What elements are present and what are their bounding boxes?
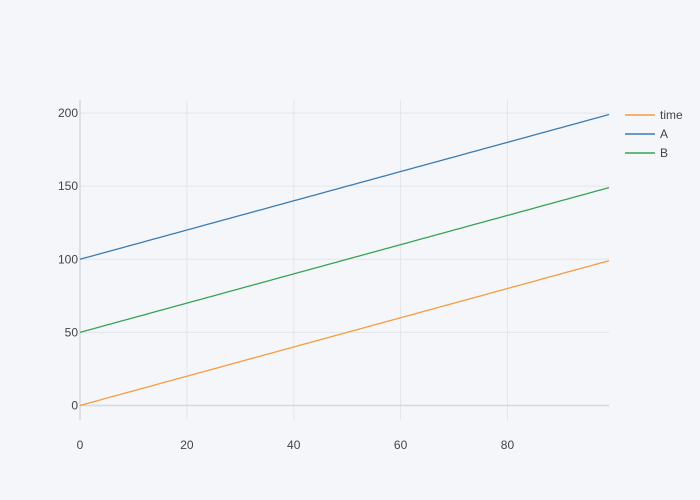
x-tick-label: 40 xyxy=(287,438,301,452)
y-tick-labels: 0 50 100 150 200 xyxy=(58,106,78,412)
series-line-time xyxy=(79,260,610,407)
series-lines xyxy=(79,113,610,407)
y-tick-label: 50 xyxy=(65,325,79,339)
y-tick-label: 100 xyxy=(58,252,78,266)
legend-label: B xyxy=(660,146,668,160)
x-tick-label: 0 xyxy=(77,438,84,452)
x-tick-label: 80 xyxy=(501,438,515,452)
y-gridlines xyxy=(80,112,609,333)
legend-item-time[interactable]: time xyxy=(625,108,683,122)
series-line-a xyxy=(79,113,610,260)
legend-item-b[interactable]: B xyxy=(625,146,668,160)
series-line-b xyxy=(79,187,610,333)
y-tick-label: 0 xyxy=(71,398,78,412)
x-tick-label: 60 xyxy=(394,438,408,452)
x-gridlines xyxy=(186,100,508,420)
x-tick-label: 20 xyxy=(180,438,194,452)
y-tick-label: 200 xyxy=(58,106,78,120)
y-tick-label: 150 xyxy=(58,179,78,193)
legend-item-a[interactable]: A xyxy=(625,127,668,141)
legend-label: A xyxy=(660,127,668,141)
legend[interactable]: time AB xyxy=(625,108,683,160)
x-tick-labels: 0 20 40 60 80 xyxy=(77,438,515,452)
legend-label: time xyxy=(660,108,683,122)
